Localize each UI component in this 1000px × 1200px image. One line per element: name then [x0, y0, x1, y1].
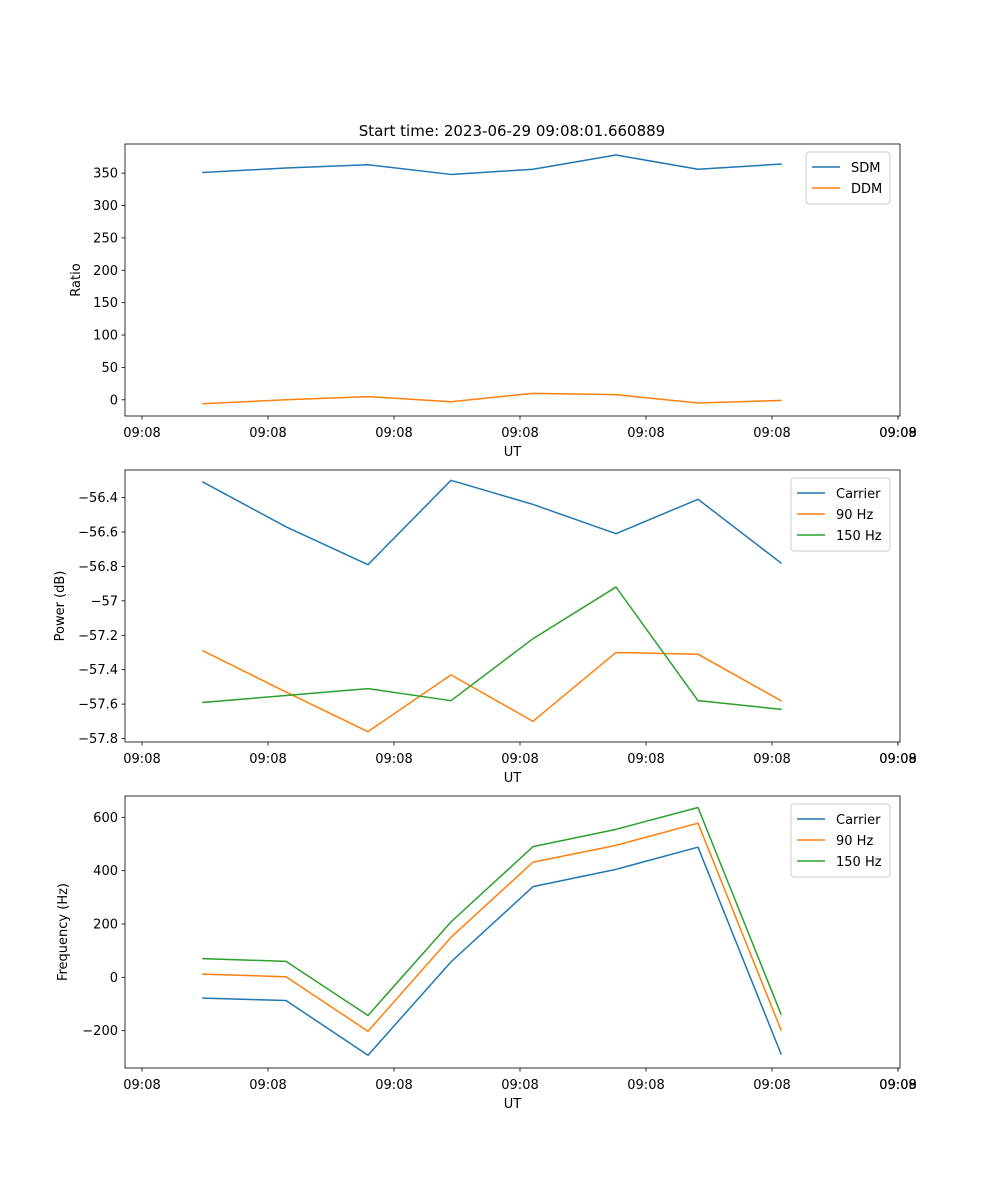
- series-line-150-hz: [202, 586, 782, 711]
- y-tick-label: −56.8: [78, 560, 118, 575]
- legend: Carrier 90 Hz 150 Hz: [790, 803, 891, 878]
- legend-label: 150 Hz: [836, 529, 882, 544]
- x-axis-label: UT: [504, 445, 522, 460]
- legend-label: Carrier: [836, 813, 881, 828]
- x-tick-label: 09:08: [501, 752, 538, 767]
- legend-box: [790, 477, 891, 552]
- x-tick-label: 09:08: [753, 426, 790, 441]
- legend: Carrier 90 Hz 150 Hz: [790, 477, 891, 552]
- series-line-sdm: [202, 154, 782, 176]
- y-tick-label: −57.6: [78, 698, 118, 713]
- x-tick-label: 09:08: [753, 752, 790, 767]
- legend-label: 150 Hz: [836, 855, 882, 870]
- y-tick-label: 200: [93, 264, 118, 279]
- legend-box: [805, 151, 891, 205]
- panel-2: −57.8 −57.6 −57.4 −57.2 −57 −56.8 −56.6 −56.4 09…: [53, 469, 917, 786]
- axes-frame: [124, 143, 901, 417]
- x-tick-label: 09:08: [753, 1078, 790, 1093]
- x-tick-label: 09:09: [879, 752, 916, 767]
- x-tick-label: 09:09: [879, 1078, 916, 1093]
- y-tick-label: 600: [93, 811, 118, 826]
- x-tick-label: 09:08: [123, 752, 160, 767]
- y-tick-label: 300: [93, 199, 118, 214]
- y-tick-label: −57: [91, 594, 118, 609]
- series-line-ddm: [202, 392, 782, 405]
- x-tick-label: 09:08: [375, 1078, 412, 1093]
- legend-label: 90 Hz: [836, 834, 873, 849]
- x-tick-label: 09:08: [501, 426, 538, 441]
- x-tick-label: 09:08: [501, 1078, 538, 1093]
- y-tick-label: 400: [93, 864, 118, 879]
- y-tick-label: −56.6: [78, 525, 118, 540]
- series-line-90-hz: [202, 822, 782, 1032]
- x-tick-label: 09:08: [879, 426, 916, 441]
- x-tick-label: 09:08: [375, 752, 412, 767]
- y-tick-label: −57.8: [78, 732, 118, 747]
- y-tick-label: 200: [93, 918, 118, 933]
- legend-label: Carrier: [836, 487, 881, 502]
- x-tick-label: 09:08: [249, 1078, 286, 1093]
- x-tick-label: 09:08: [375, 426, 412, 441]
- x-tick-label: 09:08: [249, 752, 286, 767]
- x-tick-label: 09:08: [627, 1078, 664, 1093]
- y-tick-label: −56.4: [78, 491, 118, 506]
- series-line-carrier: [201, 479, 783, 566]
- y-tick-label: 0: [110, 971, 118, 986]
- legend-label: 90 Hz: [836, 508, 873, 523]
- legend-label: DDM: [851, 182, 882, 197]
- x-tick-label: 09:08: [123, 1078, 160, 1093]
- y-axis-label: Power (dB): [53, 571, 68, 642]
- x-tick-label: 09:08: [627, 752, 664, 767]
- figure-title: Start time: 2023-06-29 09:08:01.660889: [359, 122, 665, 140]
- legend-box: [790, 803, 891, 878]
- series-line-90-hz: [201, 649, 783, 733]
- legend-label: SDM: [851, 161, 880, 176]
- y-axis-label: Ratio: [69, 263, 84, 296]
- y-tick-label: 0: [110, 393, 118, 408]
- x-tick-label: 09:08: [249, 426, 286, 441]
- y-tick-label: 250: [93, 231, 118, 246]
- x-axis-label: UT: [504, 1097, 522, 1112]
- y-tick-label: −200: [82, 1024, 118, 1039]
- y-tick-label: 100: [93, 329, 118, 344]
- axes-frame: [124, 469, 901, 743]
- x-axis-label: UT: [504, 771, 522, 786]
- y-tick-label: −57.2: [78, 629, 118, 644]
- y-tick-label: 50: [101, 361, 118, 376]
- y-tick-label: 350: [93, 167, 118, 182]
- axes-frame: [124, 795, 901, 1069]
- series-line-carrier: [202, 846, 782, 1056]
- x-tick-label: 09:08: [879, 752, 916, 767]
- x-tick-label: 09:08: [627, 426, 664, 441]
- y-tick-label: 150: [93, 296, 118, 311]
- y-axis-label: Frequency (Hz): [56, 883, 71, 981]
- x-tick-label: 09:09: [879, 426, 916, 441]
- legend: SDM DDM: [805, 151, 891, 205]
- series-line-150-hz: [202, 806, 782, 1017]
- x-tick-label: 09:08: [879, 1078, 916, 1093]
- y-tick-label: −57.4: [78, 663, 118, 678]
- x-tick-label: 09:08: [123, 426, 160, 441]
